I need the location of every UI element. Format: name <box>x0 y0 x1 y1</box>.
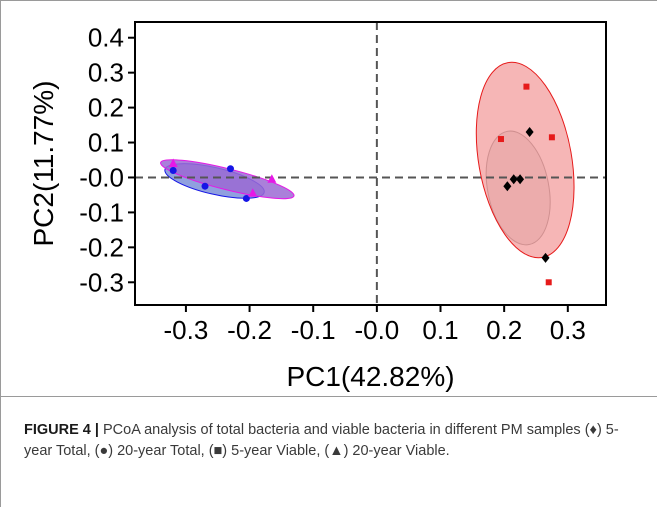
data-point-circle-3 <box>201 182 209 190</box>
y-tick-label: 0.4 <box>88 23 124 53</box>
pcoa-scatter-chart: -0.3 -0.2 -0.1 -0.0 0.1 0.2 0.3 0.4 0.3 0.2 0.1 -0.… <box>28 21 607 392</box>
data-point-triangle-2 <box>267 174 277 183</box>
y-tick-label: -0.2 <box>79 232 124 262</box>
x-tick-label: 0.1 <box>422 315 458 345</box>
figure-number: FIGURE 4 | <box>24 422 99 438</box>
x-tick-label: -0.1 <box>291 315 336 345</box>
data-point-diamond-1 <box>503 181 512 192</box>
data-point-circle-4 <box>242 194 250 202</box>
y-axis-label: PC2(11.77%) <box>28 80 59 246</box>
data-point-triangle-1 <box>168 158 178 167</box>
data-point-triangle-3 <box>248 188 258 197</box>
y-tick-label: -0.3 <box>79 267 124 297</box>
data-point-square-3 <box>548 134 555 141</box>
data-point-diamond-5 <box>541 252 550 263</box>
caption-text: PCoA analysis of total bacteria and viab… <box>24 422 619 459</box>
x-tick-label: 0.3 <box>550 315 586 345</box>
x-tick-label: -0.3 <box>164 315 209 345</box>
y-tick-label: 0.3 <box>88 58 124 88</box>
figure-frame-left <box>0 0 1 507</box>
data-point-diamond-2 <box>509 174 518 185</box>
data-point-circle-1 <box>169 166 177 174</box>
x-tick-label: -0.0 <box>354 315 399 345</box>
plot-frame <box>134 21 607 306</box>
y-tick-label: 0.2 <box>88 93 124 123</box>
data-point-diamond-4 <box>525 127 534 138</box>
data-point-square-4 <box>545 279 552 286</box>
data-point-diamond-3 <box>516 174 525 185</box>
y-tick-label: -0.1 <box>79 197 124 227</box>
x-tick-label: -0.2 <box>227 315 272 345</box>
y-tick-label: 0.1 <box>88 128 124 158</box>
x-axis-label: PC1(42.82%) <box>286 361 454 392</box>
caption-divider <box>0 396 657 397</box>
data-point-square-2 <box>523 83 530 90</box>
figure-frame-top <box>0 0 657 1</box>
y-tick-label: -0.0 <box>79 162 124 192</box>
x-tick-label: 0.2 <box>486 315 522 345</box>
data-point-circle-2 <box>226 165 234 173</box>
figure-caption: FIGURE 4 | PCoA analysis of total bacter… <box>24 420 639 462</box>
data-point-square-1 <box>497 136 504 143</box>
